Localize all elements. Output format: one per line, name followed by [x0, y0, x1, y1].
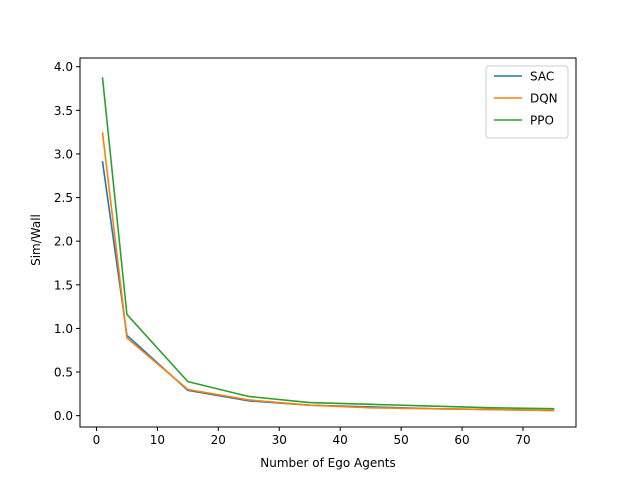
legend-label-ppo: PPO: [530, 114, 554, 128]
series-line-ppo: [101, 77, 555, 410]
x-tick-label: 40: [333, 433, 348, 447]
y-axis: 0.0 0.5 1.0 1.5 2.0 2.5 3.0 3.5 4.0: [54, 60, 80, 423]
y-tick-label: 2.0: [54, 235, 73, 249]
legend: SAC DQN PPO: [485, 65, 569, 139]
x-tick-label: 60: [454, 433, 469, 447]
x-tick-label: 10: [150, 433, 165, 447]
y-tick-label: 4.0: [54, 60, 73, 74]
y-tick-label: 1.5: [54, 278, 73, 292]
x-tick-label: 50: [393, 433, 408, 447]
x-tick-label: 70: [515, 433, 530, 447]
x-axis: 0 10 20 30 40 50 60 70: [93, 427, 531, 447]
y-tick-label: 1.0: [54, 322, 73, 336]
y-tick-label: 3.0: [54, 147, 73, 161]
plot-frame: [79, 57, 577, 428]
y-tick-label: 3.5: [54, 104, 73, 118]
y-tick-label: 2.5: [54, 191, 73, 205]
y-tick-label: 0.5: [54, 366, 73, 380]
x-axis-label: Number of Ego Agents: [260, 456, 396, 470]
x-tick-label: 0: [93, 433, 101, 447]
legend-label-sac: SAC: [530, 70, 554, 84]
y-axis-label: Sim/Wall: [29, 214, 43, 266]
series-line-dqn: [101, 132, 555, 412]
x-tick-label: 30: [272, 433, 287, 447]
legend-label-dqn: DQN: [530, 92, 558, 106]
x-tick-label: 20: [211, 433, 226, 447]
y-tick-label: 0.0: [54, 409, 73, 423]
plot-area: [79, 57, 577, 428]
